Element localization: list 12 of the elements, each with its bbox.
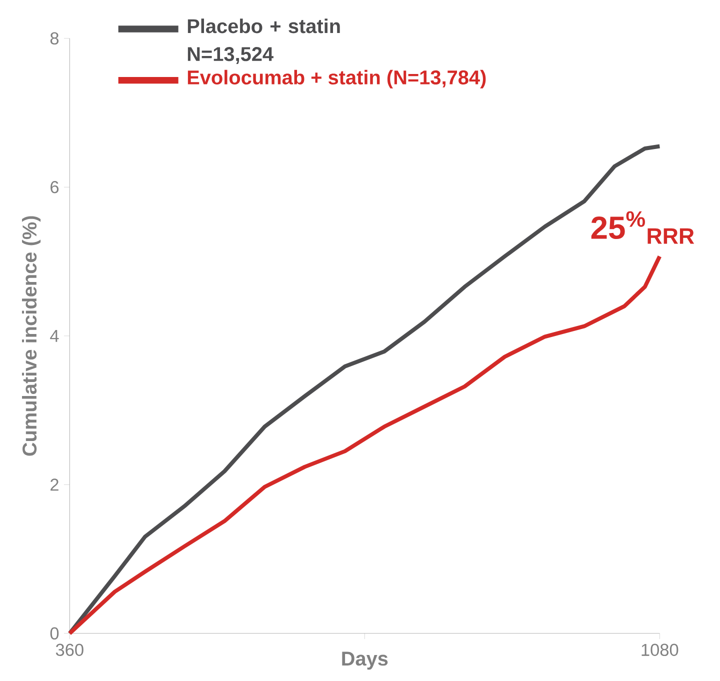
y-tick-label: 8 — [50, 32, 59, 45]
y-tick-label: 4 — [50, 330, 59, 342]
y-tick-label: 0 — [50, 627, 59, 640]
x-tick-label: 1080 — [642, 644, 678, 656]
y-axis-title: Cumulative incidence (%) — [22, 216, 41, 456]
annotation: 25$^{%}$RRR — [591, 211, 694, 244]
x-axis-title: Days — [342, 652, 388, 670]
x-tick-label: 360 — [56, 644, 84, 656]
legend-label: Evolocumab + statin (N=13,784) — [188, 70, 486, 88]
y-tick-label: 6 — [50, 181, 59, 194]
legend-label: Placebo + statin N=13,524 — [188, 18, 340, 64]
y-tick-label: 2 — [50, 478, 58, 491]
